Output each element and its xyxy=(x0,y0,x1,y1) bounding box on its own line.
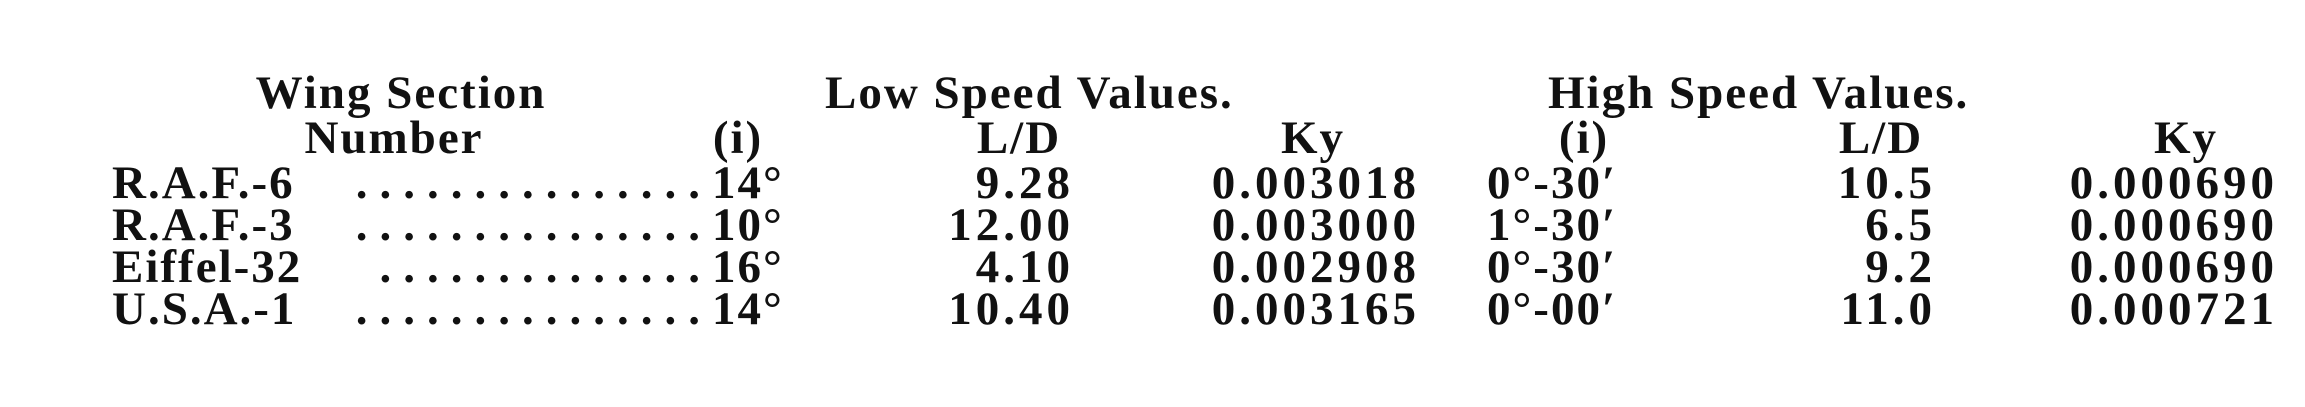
cell-high-ky: 0.000690 xyxy=(2069,157,2278,209)
cell-name: R.A.F.-3 xyxy=(112,199,295,251)
cell-name: R.A.F.-6 xyxy=(112,157,295,209)
cell-high-i: 0°-30′ xyxy=(1487,157,1618,209)
cell-high-ky: 0.000721 xyxy=(2069,283,2278,335)
cell-high-ld: 6.5 xyxy=(1865,199,1936,251)
cell-name: U.S.A.-1 xyxy=(112,283,297,335)
cell-low-i: 14° xyxy=(712,283,784,335)
cell-high-i: 0°-00′ xyxy=(1487,283,1618,335)
header-low-ky: Ky xyxy=(1280,112,1346,164)
header-low-lift-drag: L/D xyxy=(976,112,1062,164)
cell-dots: ............... xyxy=(355,283,712,335)
header-high-speed-values: High Speed Values. xyxy=(1548,67,1970,119)
cell-low-ky: 0.003000 xyxy=(1211,199,1420,251)
cell-low-ky: 0.003018 xyxy=(1211,157,1420,209)
cell-high-ld: 11.0 xyxy=(1840,283,1936,335)
cell-low-i: 14° xyxy=(712,157,784,209)
header-low-speed-values: Low Speed Values. xyxy=(825,67,1234,119)
cell-dots: ............... xyxy=(355,157,712,209)
header-high-lift-drag: L/D xyxy=(1838,112,1924,164)
cell-low-i: 16° xyxy=(712,241,784,293)
header-high-ky: Ky xyxy=(2153,112,2219,164)
cell-low-ky: 0.002908 xyxy=(1211,241,1420,293)
cell-low-ky: 0.003165 xyxy=(1211,283,1420,335)
cell-low-i: 10° xyxy=(712,199,784,251)
cell-dots: .............. xyxy=(379,241,712,293)
cell-dots: ............... xyxy=(355,199,712,251)
header-wing-section: Wing Section xyxy=(255,67,547,119)
header-high-incidence: (i) xyxy=(1558,112,1610,164)
cell-name: Eiffel-32 xyxy=(112,241,303,293)
cell-high-ld: 10.5 xyxy=(1837,157,1936,209)
cell-low-ld: 12.00 xyxy=(948,199,1074,251)
cell-high-i: 1°-30′ xyxy=(1487,199,1618,251)
cell-high-ky: 0.000690 xyxy=(2069,199,2278,251)
cell-high-ld: 9.2 xyxy=(1865,241,1936,293)
cell-high-i: 0°-30′ xyxy=(1487,241,1618,293)
header-number: Number xyxy=(304,112,484,164)
cell-low-ld: 10.40 xyxy=(948,283,1074,335)
cell-low-ld: 9.28 xyxy=(975,157,1074,209)
cell-low-ld: 4.10 xyxy=(975,241,1074,293)
header-low-incidence: (i) xyxy=(712,112,764,164)
cell-high-ky: 0.000690 xyxy=(2069,241,2278,293)
